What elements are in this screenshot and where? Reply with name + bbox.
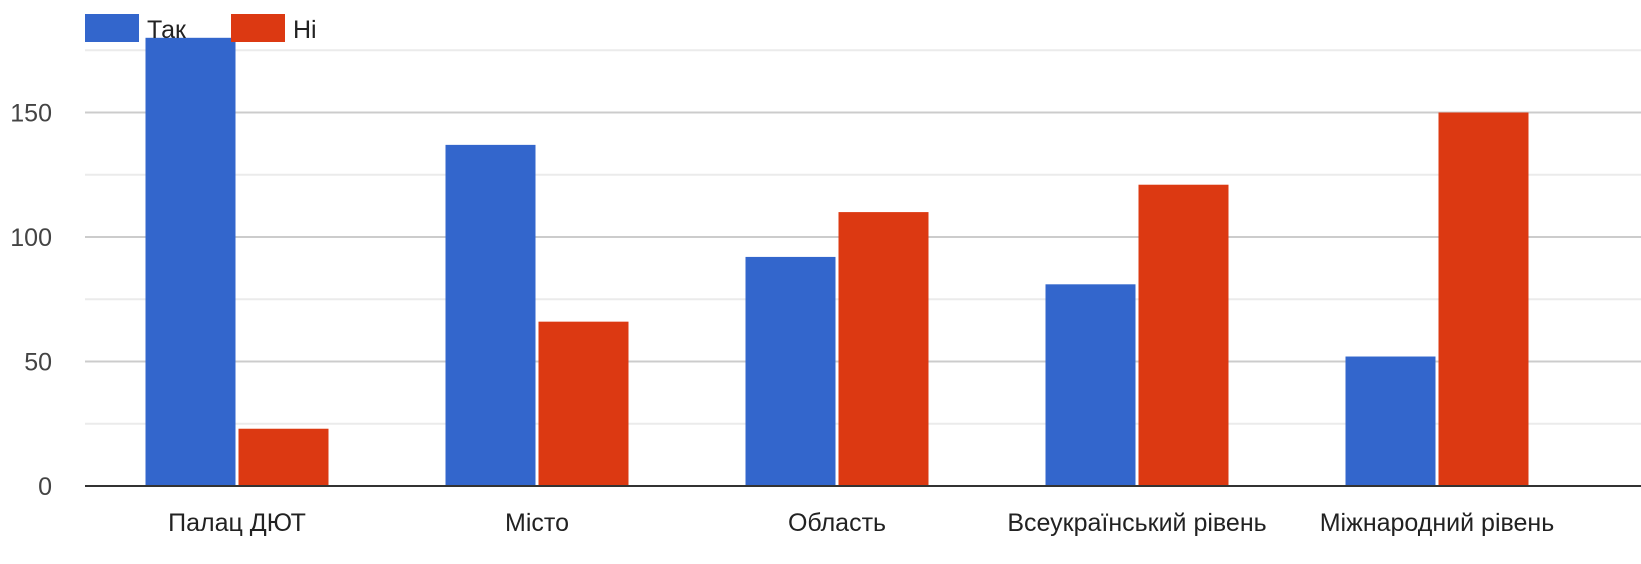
bar-ni[interactable] [538,321,629,486]
bar-tak[interactable] [745,256,836,486]
legend-swatch-tak [85,14,139,42]
bar-tak[interactable] [1045,284,1136,486]
legend-swatch-ni [231,14,285,42]
bar-ni[interactable] [1438,112,1529,487]
legend-label-tak: Так [147,16,187,44]
bars [145,37,1529,487]
bar-tak[interactable] [145,37,236,487]
y-tick-label: 50 [24,349,52,377]
x-category-label: Міжнародний рівень [1320,509,1555,537]
bar-tak[interactable] [1345,356,1436,486]
x-axis-category-labels: Палац ДЮТ Місто Область Всеукраїнський ріве… [168,509,1554,537]
bar-tak[interactable] [445,144,536,486]
y-tick-label: 100 [10,224,52,252]
legend-label-ni: Ні [293,16,317,44]
x-category-label: Всеукраїнський рівень [1007,509,1266,537]
bar-ni[interactable] [838,212,929,486]
y-tick-label: 0 [38,473,52,501]
bar-ni[interactable] [238,428,329,486]
bar-ni[interactable] [1138,184,1229,486]
legend[interactable]: Так Ні [85,14,317,44]
x-category-label: Місто [505,509,569,537]
y-axis-ticks: 0 50 100 150 [10,100,52,502]
x-category-label: Палац ДЮТ [168,509,306,537]
y-tick-label: 150 [10,100,52,128]
x-category-label: Область [788,509,886,537]
